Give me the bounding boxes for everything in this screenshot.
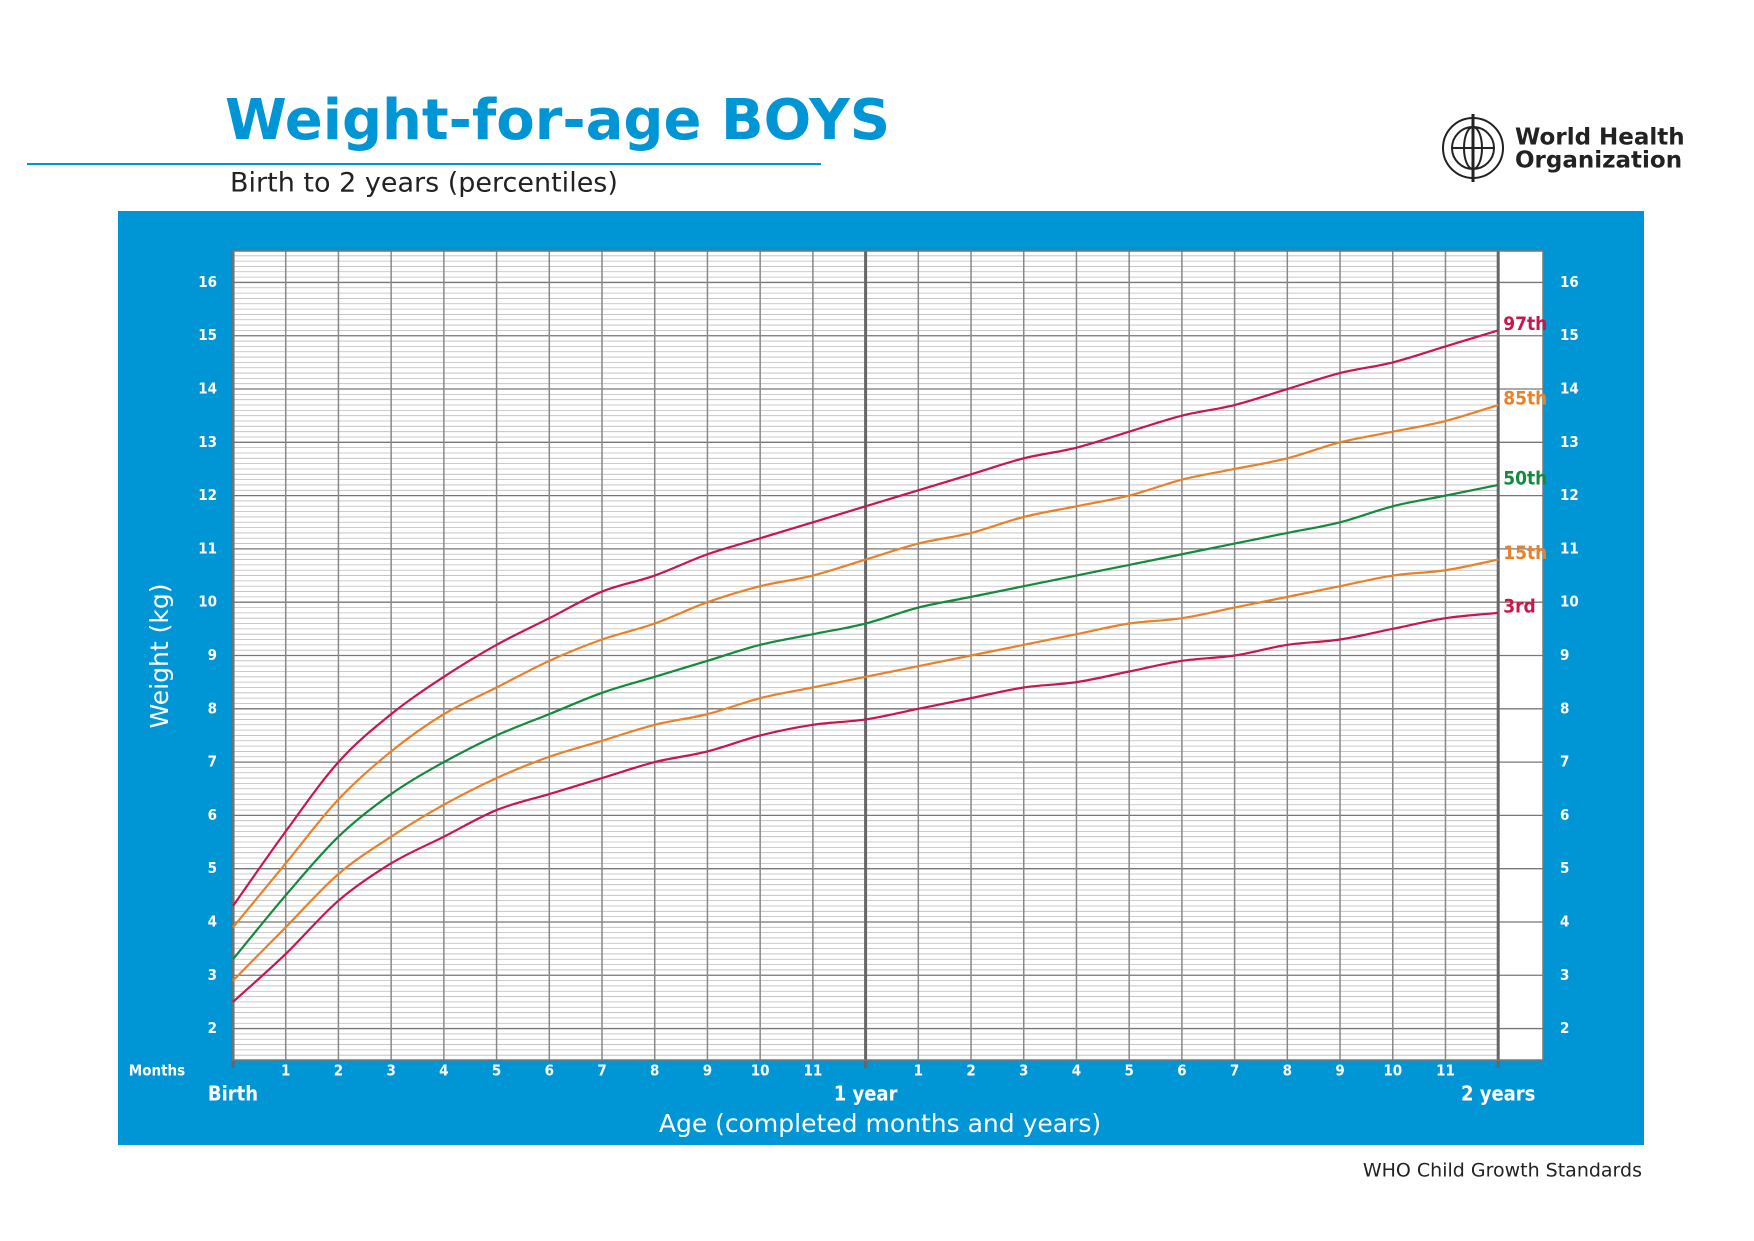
logo-text: World Health [1515, 125, 1685, 151]
y-tick-label: 11 [198, 539, 217, 557]
y-tick-label-right: 5 [1560, 859, 1569, 877]
y-tick-label-right: 6 [1560, 806, 1569, 824]
x-tick-label: 10 [751, 1062, 770, 1080]
y-tick-label: 16 [198, 273, 217, 291]
x-unit-label: Months [129, 1062, 185, 1080]
y-tick-label-right: 13 [1560, 433, 1579, 451]
y-tick-label: 14 [198, 380, 217, 398]
y-axis-title: Weight (kg) [145, 584, 174, 729]
x-tick-label: 3 [1019, 1062, 1028, 1080]
x-tick-label: 8 [650, 1062, 659, 1080]
y-tick-label-right: 9 [1560, 646, 1569, 664]
x-tick-label: 1 [281, 1062, 290, 1080]
x-tick-label: 8 [1283, 1062, 1292, 1080]
plot-border [232, 250, 1544, 1061]
percentile-line [232, 558, 1499, 982]
y-tick-label: 8 [208, 699, 217, 717]
chart-title: Weight-for-age BOYS [225, 88, 890, 153]
x-tick-label: 2 [966, 1062, 975, 1080]
y-tick-label-right: 11 [1560, 539, 1579, 557]
x-tick-label: 10 [1383, 1062, 1402, 1080]
footer: WHO Child Growth Standards [1363, 1160, 1642, 1182]
y-tick-label: 10 [198, 593, 217, 611]
x-tick-label: 11 [1436, 1062, 1455, 1080]
series-label: 85th [1503, 388, 1547, 410]
x-tick-label: 4 [1072, 1062, 1081, 1080]
series-label: 97th [1503, 313, 1547, 335]
percentile-line [232, 483, 1499, 960]
y-tick-label-right: 4 [1560, 912, 1569, 930]
x-axis-title: Age (completed months and years) [659, 1109, 1101, 1138]
y-tick-label: 9 [208, 646, 217, 664]
y-tick-label: 13 [198, 433, 217, 451]
y-tick-label: 4 [208, 912, 217, 930]
y-tick-label: 15 [198, 326, 217, 344]
x-tick-label: 5 [1124, 1062, 1133, 1080]
series-label: 50th [1503, 467, 1547, 489]
y-tick-label-right: 14 [1560, 380, 1579, 398]
x-tick-label: 6 [1177, 1062, 1186, 1080]
x-tick-label: 7 [597, 1062, 606, 1080]
y-tick-label-right: 16 [1560, 273, 1579, 291]
x-tick-label: 5 [492, 1062, 501, 1080]
x-tick-label: 3 [386, 1062, 395, 1080]
series-label: 15th [1503, 542, 1547, 564]
x-tick-label: 9 [1335, 1062, 1344, 1080]
y-tick-label: 5 [208, 859, 217, 877]
x-tick-label: 1 [914, 1062, 923, 1080]
logo-text: Organization [1515, 148, 1682, 174]
x-major-label: 2 years [1461, 1082, 1535, 1106]
percentile-line [232, 329, 1499, 907]
logo-emblem [1442, 114, 1504, 182]
x-tick-label: 11 [803, 1062, 822, 1080]
x-tick-label: 7 [1230, 1062, 1239, 1080]
series-label: 3rd [1503, 595, 1536, 617]
percentile-line [232, 611, 1499, 1003]
y-tick-label: 2 [208, 1019, 217, 1037]
y-tick-label-right: 12 [1560, 486, 1579, 504]
y-tick-label: 12 [198, 486, 217, 504]
y-tick-label-right: 2 [1560, 1019, 1569, 1037]
y-tick-label: 7 [208, 753, 217, 771]
y-tick-label-right: 3 [1560, 966, 1569, 984]
y-tick-label-right: 8 [1560, 699, 1569, 717]
chart-subtitle: Birth to 2 years (percentiles) [230, 168, 618, 199]
x-tick-label: 9 [703, 1062, 712, 1080]
y-tick-label: 3 [208, 966, 217, 984]
x-tick-label: 6 [545, 1062, 554, 1080]
x-tick-label: 4 [439, 1062, 448, 1080]
x-major-label: Birth [208, 1082, 258, 1106]
y-tick-label: 6 [208, 806, 217, 824]
y-tick-label-right: 15 [1560, 326, 1579, 344]
percentile-line [232, 403, 1499, 928]
y-tick-label-right: 7 [1560, 753, 1569, 771]
y-tick-label-right: 10 [1560, 593, 1579, 611]
x-tick-label: 2 [334, 1062, 343, 1080]
x-major-label: 1 year [834, 1082, 898, 1106]
